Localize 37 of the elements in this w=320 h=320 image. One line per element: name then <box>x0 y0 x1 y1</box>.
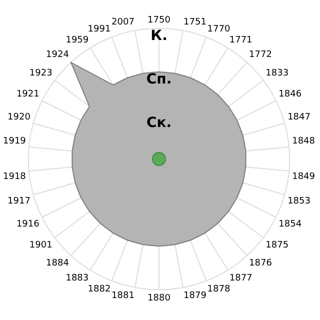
spoke-label: 1880 <box>148 293 171 304</box>
spoke-label: 1917 <box>8 196 30 206</box>
spoke-label: 1877 <box>229 273 252 284</box>
y-tick-label: К. <box>150 28 168 44</box>
spoke-label: 1879 <box>184 291 207 302</box>
spoke-label: 1884 <box>46 258 70 269</box>
spoke-label: 1750 <box>148 15 171 26</box>
spoke-label: 1919 <box>3 136 26 147</box>
spoke-label: 1921 <box>16 89 40 100</box>
spoke-label: 1883 <box>66 273 89 284</box>
spoke-label: 1882 <box>88 284 111 294</box>
spoke-label: 1848 <box>292 136 316 147</box>
spoke-label: 1846 <box>278 89 302 100</box>
spoke-label: 1916 <box>16 219 40 230</box>
spoke-label: 1878 <box>207 284 230 294</box>
y-tick-label: Сп. <box>146 72 172 88</box>
spoke-label: 1770 <box>207 24 230 34</box>
spoke-label: 2007 <box>112 18 134 28</box>
spoke-label: 1876 <box>249 258 272 269</box>
spoke-label: 1849 <box>292 172 316 182</box>
spoke-label: 1923 <box>29 68 52 78</box>
spoke-label: 1901 <box>29 240 52 250</box>
spoke-label: 1918 <box>3 172 26 182</box>
spoke-label: 1920 <box>8 112 31 122</box>
spoke-label: 1881 <box>112 291 134 302</box>
y-tick-label: Ск. <box>146 115 172 132</box>
spoke-label: 1959 <box>66 35 89 46</box>
spoke-label: 1751 <box>184 18 206 28</box>
spoke-label: 1847 <box>288 112 310 122</box>
spoke-label: 1875 <box>266 240 289 250</box>
spoke-label: 1833 <box>266 68 289 78</box>
spoke-label: 1991 <box>88 24 111 34</box>
spoke-label: 1771 <box>229 35 252 46</box>
spoke-label: 1853 <box>288 196 310 206</box>
spoke-label: 1854 <box>278 219 302 230</box>
spoke-label: 1772 <box>249 50 272 60</box>
spoke-label: 1924 <box>46 50 70 60</box>
